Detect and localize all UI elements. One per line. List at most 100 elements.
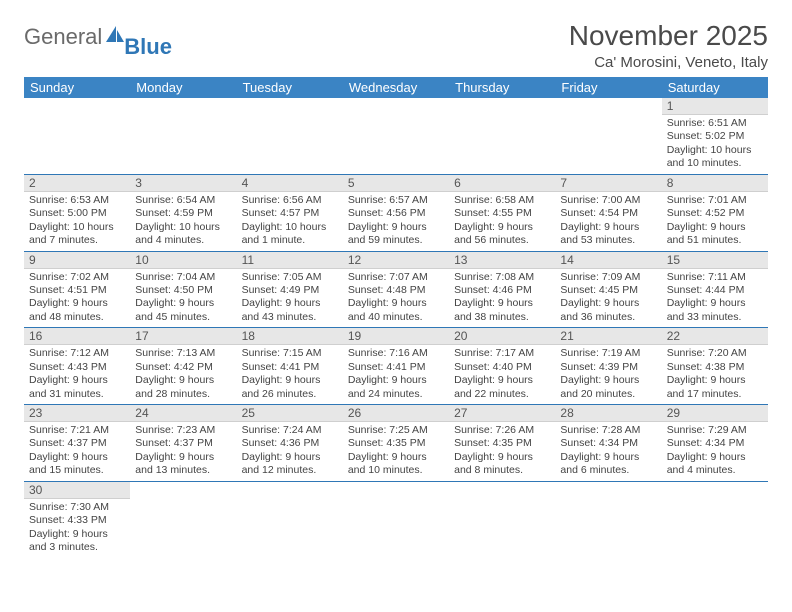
calendar-cell: 26Sunrise: 7:25 AMSunset: 4:35 PMDayligh… bbox=[343, 405, 449, 482]
day-number: 28 bbox=[555, 405, 661, 422]
calendar-cell: 13Sunrise: 7:08 AMSunset: 4:46 PMDayligh… bbox=[449, 251, 555, 328]
day-body: Sunrise: 7:30 AMSunset: 4:33 PMDaylight:… bbox=[24, 499, 130, 558]
calendar-cell-empty bbox=[343, 481, 449, 557]
sunset-text: Sunset: 4:45 PM bbox=[560, 284, 656, 297]
daylight-text: Daylight: 9 hours and 24 minutes. bbox=[348, 374, 444, 401]
sunrise-text: Sunrise: 6:51 AM bbox=[667, 117, 763, 130]
calendar-row: 16Sunrise: 7:12 AMSunset: 4:43 PMDayligh… bbox=[24, 328, 768, 405]
calendar-row: 23Sunrise: 7:21 AMSunset: 4:37 PMDayligh… bbox=[24, 405, 768, 482]
sunrise-text: Sunrise: 7:02 AM bbox=[29, 271, 125, 284]
day-body: Sunrise: 7:20 AMSunset: 4:38 PMDaylight:… bbox=[662, 345, 768, 404]
sunset-text: Sunset: 4:41 PM bbox=[348, 361, 444, 374]
sunset-text: Sunset: 4:35 PM bbox=[454, 437, 550, 450]
calendar-cell: 15Sunrise: 7:11 AMSunset: 4:44 PMDayligh… bbox=[662, 251, 768, 328]
calendar-cell: 14Sunrise: 7:09 AMSunset: 4:45 PMDayligh… bbox=[555, 251, 661, 328]
day-body: Sunrise: 7:01 AMSunset: 4:52 PMDaylight:… bbox=[662, 192, 768, 251]
calendar-cell: 29Sunrise: 7:29 AMSunset: 4:34 PMDayligh… bbox=[662, 405, 768, 482]
sunset-text: Sunset: 4:35 PM bbox=[348, 437, 444, 450]
daylight-text: Daylight: 9 hours and 4 minutes. bbox=[667, 451, 763, 478]
logo-word2: Blue bbox=[124, 34, 172, 60]
day-body: Sunrise: 7:28 AMSunset: 4:34 PMDaylight:… bbox=[555, 422, 661, 481]
logo: General Blue bbox=[24, 24, 174, 50]
calendar-cell: 12Sunrise: 7:07 AMSunset: 4:48 PMDayligh… bbox=[343, 251, 449, 328]
sunrise-text: Sunrise: 7:16 AM bbox=[348, 347, 444, 360]
month-title: November 2025 bbox=[569, 20, 768, 52]
calendar-cell-empty bbox=[130, 98, 236, 174]
sunset-text: Sunset: 4:57 PM bbox=[242, 207, 338, 220]
daylight-text: Daylight: 9 hours and 33 minutes. bbox=[667, 297, 763, 324]
calendar-cell: 27Sunrise: 7:26 AMSunset: 4:35 PMDayligh… bbox=[449, 405, 555, 482]
daylight-text: Daylight: 9 hours and 17 minutes. bbox=[667, 374, 763, 401]
sunset-text: Sunset: 4:38 PM bbox=[667, 361, 763, 374]
sunset-text: Sunset: 4:37 PM bbox=[29, 437, 125, 450]
sunrise-text: Sunrise: 7:28 AM bbox=[560, 424, 656, 437]
calendar-row: 1Sunrise: 6:51 AMSunset: 5:02 PMDaylight… bbox=[24, 98, 768, 174]
daylight-text: Daylight: 9 hours and 12 minutes. bbox=[242, 451, 338, 478]
sunrise-text: Sunrise: 7:12 AM bbox=[29, 347, 125, 360]
daylight-text: Daylight: 9 hours and 36 minutes. bbox=[560, 297, 656, 324]
sunset-text: Sunset: 4:43 PM bbox=[29, 361, 125, 374]
day-number: 13 bbox=[449, 252, 555, 269]
calendar-cell: 25Sunrise: 7:24 AMSunset: 4:36 PMDayligh… bbox=[237, 405, 343, 482]
weekday-header: Saturday bbox=[662, 77, 768, 98]
weekday-header-row: Sunday Monday Tuesday Wednesday Thursday… bbox=[24, 77, 768, 98]
sunrise-text: Sunrise: 7:11 AM bbox=[667, 271, 763, 284]
sunrise-text: Sunrise: 7:01 AM bbox=[667, 194, 763, 207]
day-body: Sunrise: 7:15 AMSunset: 4:41 PMDaylight:… bbox=[237, 345, 343, 404]
day-number: 29 bbox=[662, 405, 768, 422]
calendar-cell: 5Sunrise: 6:57 AMSunset: 4:56 PMDaylight… bbox=[343, 174, 449, 251]
daylight-text: Daylight: 10 hours and 1 minute. bbox=[242, 221, 338, 248]
day-number: 5 bbox=[343, 175, 449, 192]
daylight-text: Daylight: 10 hours and 10 minutes. bbox=[667, 144, 763, 171]
day-body: Sunrise: 7:04 AMSunset: 4:50 PMDaylight:… bbox=[130, 269, 236, 328]
calendar-cell-empty bbox=[130, 481, 236, 557]
daylight-text: Daylight: 9 hours and 22 minutes. bbox=[454, 374, 550, 401]
calendar-cell-empty bbox=[24, 98, 130, 174]
day-number: 11 bbox=[237, 252, 343, 269]
day-body: Sunrise: 7:21 AMSunset: 4:37 PMDaylight:… bbox=[24, 422, 130, 481]
daylight-text: Daylight: 9 hours and 26 minutes. bbox=[242, 374, 338, 401]
calendar-cell: 19Sunrise: 7:16 AMSunset: 4:41 PMDayligh… bbox=[343, 328, 449, 405]
weekday-header: Wednesday bbox=[343, 77, 449, 98]
sunset-text: Sunset: 4:49 PM bbox=[242, 284, 338, 297]
sunrise-text: Sunrise: 6:54 AM bbox=[135, 194, 231, 207]
calendar-cell: 4Sunrise: 6:56 AMSunset: 4:57 PMDaylight… bbox=[237, 174, 343, 251]
sunrise-text: Sunrise: 7:24 AM bbox=[242, 424, 338, 437]
daylight-text: Daylight: 9 hours and 48 minutes. bbox=[29, 297, 125, 324]
daylight-text: Daylight: 9 hours and 6 minutes. bbox=[560, 451, 656, 478]
sunset-text: Sunset: 4:42 PM bbox=[135, 361, 231, 374]
calendar-cell: 30Sunrise: 7:30 AMSunset: 4:33 PMDayligh… bbox=[24, 481, 130, 557]
weekday-header: Sunday bbox=[24, 77, 130, 98]
calendar-cell: 1Sunrise: 6:51 AMSunset: 5:02 PMDaylight… bbox=[662, 98, 768, 174]
day-body: Sunrise: 7:13 AMSunset: 4:42 PMDaylight:… bbox=[130, 345, 236, 404]
daylight-text: Daylight: 10 hours and 7 minutes. bbox=[29, 221, 125, 248]
title-block: November 2025 Ca' Morosini, Veneto, Ital… bbox=[569, 20, 768, 71]
calendar-row: 2Sunrise: 6:53 AMSunset: 5:00 PMDaylight… bbox=[24, 174, 768, 251]
daylight-text: Daylight: 9 hours and 31 minutes. bbox=[29, 374, 125, 401]
day-number: 7 bbox=[555, 175, 661, 192]
calendar-cell-empty bbox=[237, 98, 343, 174]
daylight-text: Daylight: 9 hours and 20 minutes. bbox=[560, 374, 656, 401]
sunrise-text: Sunrise: 7:19 AM bbox=[560, 347, 656, 360]
day-number: 25 bbox=[237, 405, 343, 422]
day-number: 22 bbox=[662, 328, 768, 345]
sunrise-text: Sunrise: 7:26 AM bbox=[454, 424, 550, 437]
day-number: 3 bbox=[130, 175, 236, 192]
location: Ca' Morosini, Veneto, Italy bbox=[569, 54, 768, 71]
sunset-text: Sunset: 4:52 PM bbox=[667, 207, 763, 220]
day-body: Sunrise: 7:19 AMSunset: 4:39 PMDaylight:… bbox=[555, 345, 661, 404]
daylight-text: Daylight: 9 hours and 40 minutes. bbox=[348, 297, 444, 324]
daylight-text: Daylight: 9 hours and 28 minutes. bbox=[135, 374, 231, 401]
sunrise-text: Sunrise: 7:08 AM bbox=[454, 271, 550, 284]
sunrise-text: Sunrise: 6:56 AM bbox=[242, 194, 338, 207]
day-body: Sunrise: 7:29 AMSunset: 4:34 PMDaylight:… bbox=[662, 422, 768, 481]
day-body: Sunrise: 6:58 AMSunset: 4:55 PMDaylight:… bbox=[449, 192, 555, 251]
calendar-cell: 24Sunrise: 7:23 AMSunset: 4:37 PMDayligh… bbox=[130, 405, 236, 482]
sunrise-text: Sunrise: 7:00 AM bbox=[560, 194, 656, 207]
calendar-cell: 16Sunrise: 7:12 AMSunset: 4:43 PMDayligh… bbox=[24, 328, 130, 405]
weekday-header: Tuesday bbox=[237, 77, 343, 98]
sunrise-text: Sunrise: 6:53 AM bbox=[29, 194, 125, 207]
calendar-cell-empty bbox=[555, 98, 661, 174]
day-number: 20 bbox=[449, 328, 555, 345]
calendar-cell: 8Sunrise: 7:01 AMSunset: 4:52 PMDaylight… bbox=[662, 174, 768, 251]
